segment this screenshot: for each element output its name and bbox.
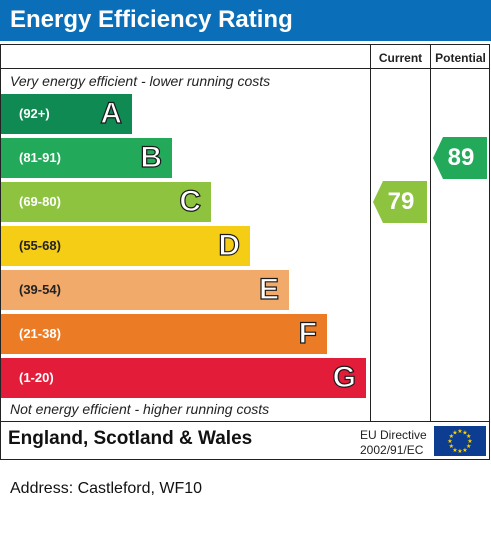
eu-star-icon: ★ (452, 430, 457, 437)
band-letter: G (332, 360, 357, 394)
eu-star-icon: ★ (457, 448, 462, 455)
band-range-label: (39-54) (19, 282, 61, 297)
column-header-potential: Potential (435, 51, 486, 65)
current-arrow-shape (373, 181, 427, 223)
eu-star-icon: ★ (457, 428, 462, 435)
band-range-label: (92+) (19, 106, 50, 121)
current-rating-arrow: 79 (373, 181, 427, 223)
footer-rule (0, 421, 490, 422)
potential-rating-value: 89 (447, 144, 475, 171)
potential-arrow-shape (433, 137, 487, 179)
band-e: (39-54) E (1, 270, 289, 310)
band-d: (55-68) D (1, 226, 250, 266)
eu-star-icon: ★ (449, 433, 454, 440)
band-letter: E (258, 272, 279, 306)
chart-title: Energy Efficiency Rating (10, 6, 293, 33)
eu-star-icon: ★ (462, 430, 467, 437)
band-range-label: (69-80) (19, 194, 61, 209)
eu-star-icon: ★ (466, 433, 471, 440)
band-f: (21-38) F (1, 314, 327, 354)
eu-star-icon: ★ (467, 438, 472, 445)
band-letter: D (218, 228, 241, 262)
band-letter: A (100, 96, 123, 130)
divider-current (370, 44, 371, 422)
title-bar: Energy Efficiency Rating (0, 0, 491, 41)
eu-star-icon: ★ (466, 443, 471, 450)
eu-star-icon: ★ (452, 447, 457, 454)
column-header-current: Current (378, 51, 423, 65)
bottom-note: Not energy efficient - higher running co… (10, 401, 270, 417)
band-c: (69-80) C (1, 182, 211, 222)
address: Address: Castleford, WF10 (10, 480, 203, 497)
current-rating-value: 79 (387, 188, 415, 215)
divider-potential (430, 44, 431, 422)
band-range-label: (55-68) (19, 238, 61, 253)
band-b: (81-91) B (1, 138, 172, 178)
band-a: (92+) A (1, 94, 132, 134)
band-letter: F (298, 316, 318, 350)
band-range-label: (81-91) (19, 150, 61, 165)
directive-line-2: 2002/91/EC (360, 443, 424, 457)
footer-region: England, Scotland & Wales (8, 428, 253, 449)
top-note: Very energy efficient - lower running co… (10, 73, 271, 89)
directive-line-1: EU Directive (360, 428, 427, 442)
band-g: (1-20) G (1, 358, 366, 398)
band-range-label: (1-20) (19, 370, 54, 385)
eu-star-icon: ★ (462, 447, 467, 454)
eu-star-icon: ★ (447, 438, 452, 445)
chart-frame (0, 44, 490, 460)
eu-flag-icon: ★ ★ ★ ★ ★ ★ ★ ★ ★ ★ ★ ★ (434, 426, 486, 456)
band-letter: B (140, 140, 163, 174)
band-range-label: (21-38) (19, 326, 61, 341)
potential-rating-arrow: 89 (433, 137, 487, 179)
band-letter: C (179, 184, 202, 218)
eu-star-icon: ★ (449, 443, 454, 450)
header-rule (0, 68, 490, 69)
